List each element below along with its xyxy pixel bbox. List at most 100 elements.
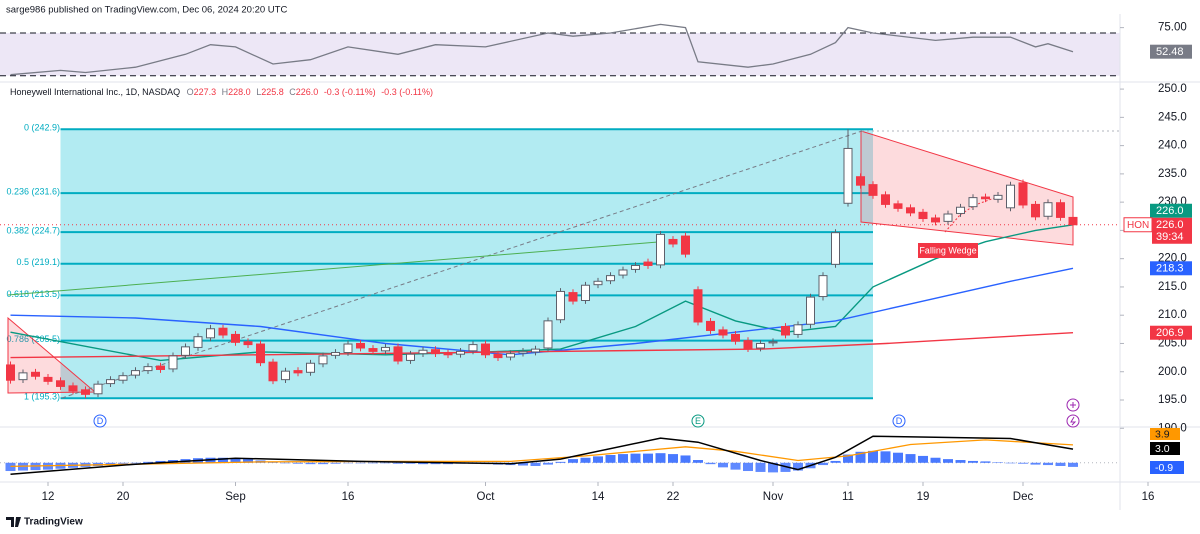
macd-histogram-bar: [943, 459, 953, 463]
candle-body: [81, 389, 90, 395]
candle-body: [743, 340, 753, 350]
rsi-tick-label: 75.00: [1158, 22, 1187, 34]
macd-histogram-bar: [905, 454, 916, 463]
macd-histogram-bar: [368, 462, 378, 464]
macd-histogram-bar: [730, 462, 741, 470]
histogram-badge: -0.9: [1155, 462, 1173, 474]
candle-body: [693, 289, 703, 323]
candle-body: [281, 370, 290, 381]
candle-body: [806, 296, 815, 325]
macd-histogram-bar: [930, 457, 941, 463]
candle-body: [1031, 203, 1040, 218]
event-marker[interactable]: [691, 414, 705, 428]
candle-body: [356, 342, 365, 349]
macd-histogram-bar: [743, 462, 753, 472]
candle-body: [268, 361, 278, 382]
y-tick-label: 215.0: [1158, 281, 1187, 293]
candle-body: [243, 341, 253, 346]
candle-body: [293, 370, 303, 374]
event-label: E: [695, 416, 701, 426]
x-tick-label: 22: [667, 491, 680, 503]
candle-body: [706, 320, 715, 331]
macd-histogram-bar: [1018, 462, 1028, 464]
event-icon[interactable]: [1066, 414, 1080, 428]
candle-body: [981, 196, 990, 200]
x-tick-label: Sep: [225, 491, 245, 503]
candle-body: [6, 364, 15, 381]
x-tick-label: Nov: [763, 491, 784, 503]
y-tick-label: 240.0: [1158, 140, 1187, 152]
event-label: D: [97, 416, 104, 426]
candle-body: [756, 342, 765, 349]
candle-body: [481, 343, 490, 356]
macd-histogram-bar: [530, 462, 541, 466]
candle-body: [943, 213, 953, 222]
ma-badge: 226.0: [1156, 205, 1184, 217]
candle-body: [18, 372, 28, 381]
macd-histogram-bar: [630, 453, 641, 463]
candle-body: [1018, 182, 1028, 206]
macd-histogram-bar: [568, 459, 578, 463]
macd-histogram-bar: [293, 462, 303, 464]
legend-value: 225.8: [261, 87, 284, 97]
candle-body: [156, 365, 165, 370]
candle-body: [893, 203, 903, 209]
macd-histogram-bar: [1005, 462, 1016, 464]
candle-body: [1043, 202, 1053, 217]
candle-body: [181, 346, 190, 356]
macd-line: [10, 435, 1074, 475]
y-tick-label: 210.0: [1158, 309, 1187, 321]
publisher-header: sarge986 published on TradingView.com, D…: [6, 5, 287, 16]
macd-histogram-bar: [355, 462, 366, 464]
candle-body: [731, 333, 740, 342]
macd-histogram-bar: [543, 462, 553, 465]
macd-histogram-bar: [993, 462, 1003, 463]
candle-body: [93, 383, 103, 395]
candle-body: [931, 217, 940, 223]
event-marker[interactable]: [93, 414, 107, 428]
macd-histogram-bar: [580, 457, 591, 463]
candle-body: [318, 355, 328, 365]
macd-histogram-bar: [680, 455, 691, 463]
logo-icon: [6, 517, 21, 527]
ma-badge: 206.9: [1156, 327, 1184, 339]
event-markers: D E D: [93, 398, 1080, 428]
candle-body: [543, 320, 553, 349]
legend-key: H: [222, 87, 229, 97]
symbol: HON: [1127, 220, 1149, 231]
macd-histogram-bar: [980, 461, 991, 463]
candle-body: [718, 329, 728, 336]
moving-average: [10, 267, 1074, 356]
macd-histogram-bar: [230, 458, 241, 463]
macd-histogram-bar: [718, 462, 728, 468]
x-tick-label: 11: [842, 491, 854, 503]
x-tick-label: 16: [1142, 491, 1155, 503]
candle-body: [818, 275, 828, 298]
candle-body: [168, 355, 178, 370]
macd-badge: 3.0: [1155, 443, 1170, 455]
macd-histogram-bar: [780, 462, 791, 472]
event-marker[interactable]: [892, 414, 906, 428]
ma-badge-box: [1150, 203, 1192, 218]
trend-line-dashed: [61, 130, 863, 399]
signal-badge: 3.9: [1155, 428, 1170, 440]
macd-histogram-bar: [643, 453, 653, 463]
x-tick-label: 14: [592, 491, 605, 503]
macd-histogram-bar: [918, 455, 928, 463]
legend-key: O: [187, 87, 194, 97]
x-tick-label: 20: [117, 491, 130, 503]
macd-histogram-bar: [605, 455, 616, 463]
falling-wedge: [860, 130, 1074, 246]
candle-body: [631, 264, 640, 270]
macd-histogram-bar: [5, 462, 16, 472]
dotted-path: [944, 195, 1001, 233]
macd-histogram-bar: [1030, 462, 1041, 465]
rsi-line: [10, 23, 1074, 76]
fibonacci-retracement: 0 (242.9) 0.236 (231.6) 0.382 (224.7) 0.5 (…: [6, 123, 873, 402]
macd-histogram-bar: [393, 462, 403, 464]
macd-histogram-bar: [1068, 462, 1078, 467]
candle-body: [381, 346, 390, 352]
ma-badge-box: [1150, 325, 1192, 340]
